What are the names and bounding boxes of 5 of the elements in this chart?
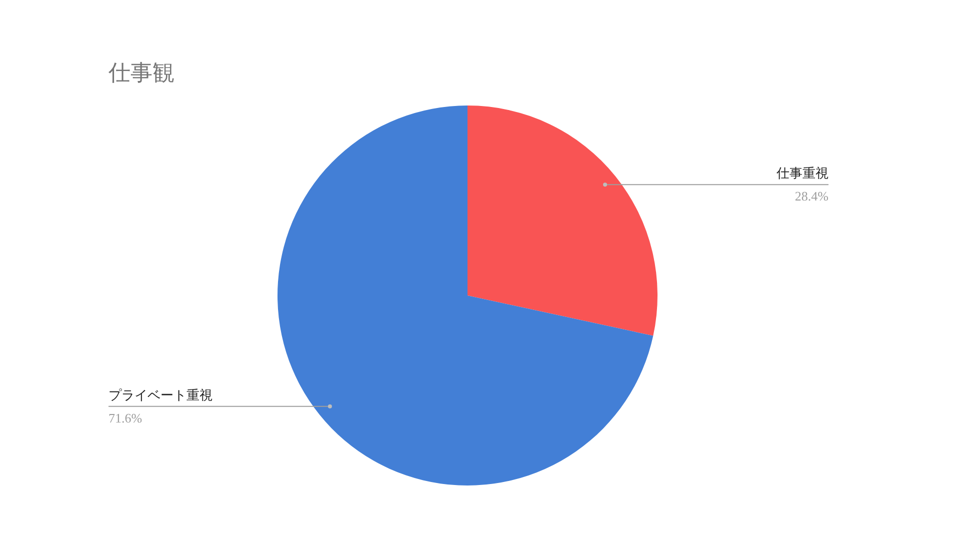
data-label: 28.4%: [794, 188, 829, 204]
chart-title: 仕事観: [108, 60, 174, 85]
slice-label: プライベート重視: [108, 387, 212, 402]
data-label: 71.6%: [108, 410, 142, 426]
slice-label: 仕事重視: [776, 166, 828, 181]
